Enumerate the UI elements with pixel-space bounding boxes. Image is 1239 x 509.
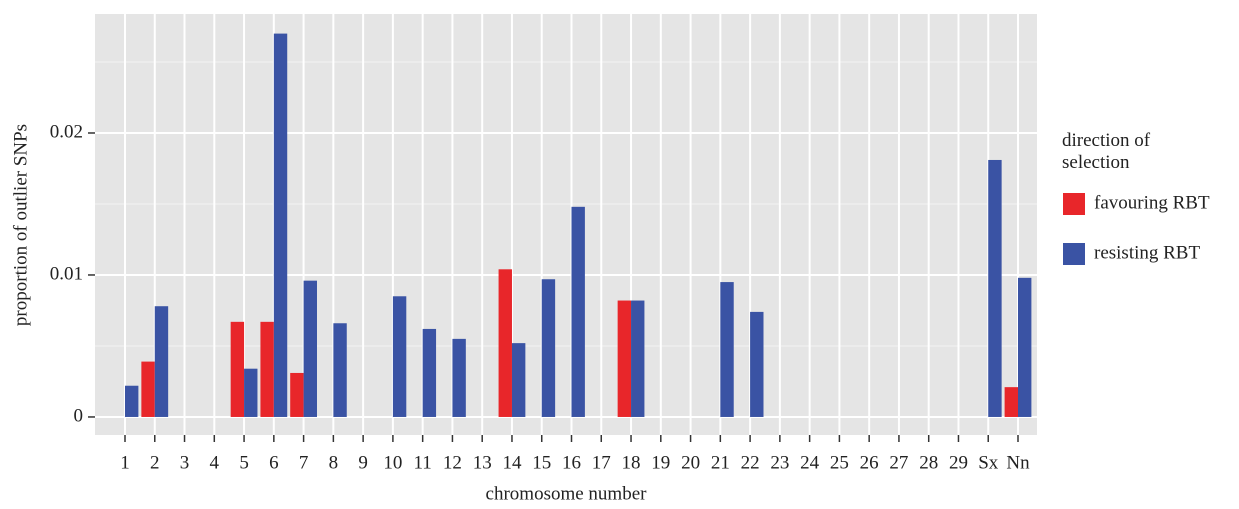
x-tick-label: 5	[239, 452, 249, 473]
x-tick-label: 14	[502, 452, 522, 473]
x-tick-label: 18	[622, 452, 641, 473]
bar	[511, 343, 526, 417]
x-tick-label: 23	[770, 452, 789, 473]
x-tick-label: 7	[299, 452, 309, 473]
x-tick-label: 16	[562, 452, 581, 473]
x-tick-label: 25	[830, 452, 849, 473]
y-axis-title: proportion of outlier SNPs	[10, 124, 31, 326]
legend: favouring RBT resisting RBT	[1063, 192, 1210, 265]
bar	[154, 306, 169, 417]
panel	[95, 14, 1037, 435]
bar	[230, 321, 245, 417]
x-tick-label: 27	[889, 452, 908, 473]
bar	[290, 372, 304, 417]
x-tick-label: Nn	[1006, 452, 1030, 473]
y-tick-label: 0	[74, 405, 84, 426]
bar	[1018, 277, 1032, 417]
x-tick-label: 22	[741, 452, 760, 473]
x-tick-label: 15	[532, 452, 551, 473]
bar	[571, 206, 585, 417]
x-tick-label: 21	[711, 452, 730, 473]
bar	[1004, 387, 1018, 417]
bar	[720, 282, 734, 417]
legend-label: favouring RBT	[1094, 192, 1210, 213]
x-tick-label: 11	[414, 452, 432, 473]
x-axis-title: chromosome number	[486, 483, 648, 504]
x-tick-label: 26	[860, 452, 879, 473]
bar	[141, 361, 155, 417]
bar	[273, 33, 288, 417]
bars	[125, 33, 1032, 417]
x-tick-label: 6	[269, 452, 279, 473]
legend-title: direction of selection	[1062, 130, 1151, 173]
x-tick-label: 1	[120, 452, 130, 473]
bar	[498, 269, 512, 417]
y-tick-label: 0.02	[50, 121, 83, 142]
bar	[392, 296, 407, 417]
y-tick-label: 0.01	[50, 263, 83, 284]
bar	[617, 300, 632, 417]
legend-label: resisting RBT	[1094, 242, 1200, 263]
x-tick-label: 24	[800, 452, 820, 473]
x-tick-label: 20	[681, 452, 700, 473]
bar	[631, 300, 645, 417]
x-tick-label: 4	[210, 452, 220, 473]
x-tick-label: 8	[329, 452, 339, 473]
x-tick-label: 29	[949, 452, 968, 473]
bar	[750, 311, 764, 417]
bar	[125, 385, 139, 417]
bar	[988, 159, 1002, 417]
x-tick-label: 28	[919, 452, 938, 473]
bar	[452, 338, 466, 417]
axes: 00.010.021 2 3 4 5 6 7 8 9 10 11 12 13 14 15 16 17 18 19 20…	[50, 121, 1030, 473]
bar	[303, 280, 317, 417]
bar	[541, 279, 556, 417]
bar	[333, 323, 347, 417]
x-tick-label: 17	[592, 452, 611, 473]
x-tick-label: 9	[358, 452, 368, 473]
x-tick-label: 2	[150, 452, 160, 473]
x-tick-label: 10	[383, 452, 402, 473]
x-tick-label: Sx	[978, 452, 999, 473]
legend-key	[1063, 193, 1085, 215]
x-tick-label: 19	[651, 452, 670, 473]
bar	[260, 321, 274, 417]
x-tick-label: 3	[180, 452, 190, 473]
legend-key	[1063, 243, 1085, 265]
x-tick-label: 13	[473, 452, 492, 473]
bar	[244, 368, 258, 417]
x-tick-label: 12	[443, 452, 462, 473]
bar	[422, 328, 437, 417]
